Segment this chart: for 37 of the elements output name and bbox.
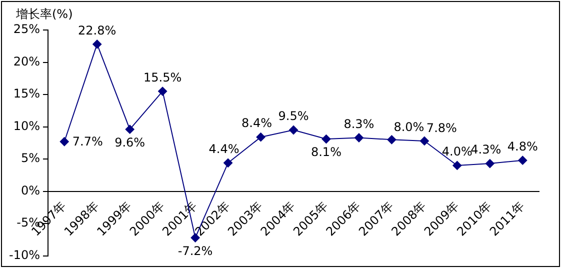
point [485,159,494,168]
data-label: 4.3% [470,142,502,157]
point [60,137,69,146]
data-label: 9.6% [114,135,146,150]
data-label: 9.5% [278,109,309,124]
point [125,124,134,134]
point [518,156,528,165]
data-label: 4.8% [507,139,538,154]
data-label: 8.1% [310,145,342,160]
y-tick-label: 5% [20,151,40,166]
point [322,134,331,144]
data-label: 4.0% [442,144,472,159]
y-tick-label: 15% [13,86,40,101]
y-tick-label: 10% [13,118,40,133]
y-tick-label: -10% [8,248,40,262]
data-label: 8.4% [242,116,272,130]
data-label: 7.8% [426,121,457,136]
point [387,135,396,144]
point [289,125,298,134]
y-axis-title: 增长率(%) [15,7,73,22]
data-label: 8.0% [394,120,424,134]
data-label: 22.8% [78,23,116,38]
point [158,86,168,96]
point [224,158,233,168]
data-label: -7.2% [178,244,213,258]
point [452,160,462,170]
data-label: 15.5% [144,70,182,84]
point [256,132,266,142]
y-tick-label: 25% [13,22,40,36]
y-tick-label: 0% [20,183,40,198]
point [420,136,429,146]
y-tick-label: 20% [13,54,40,68]
point [354,133,364,142]
data-label: 4.4% [208,142,240,156]
point [92,40,102,49]
data-label: 7.7% [72,134,103,149]
data-label: 8.3% [344,116,374,131]
